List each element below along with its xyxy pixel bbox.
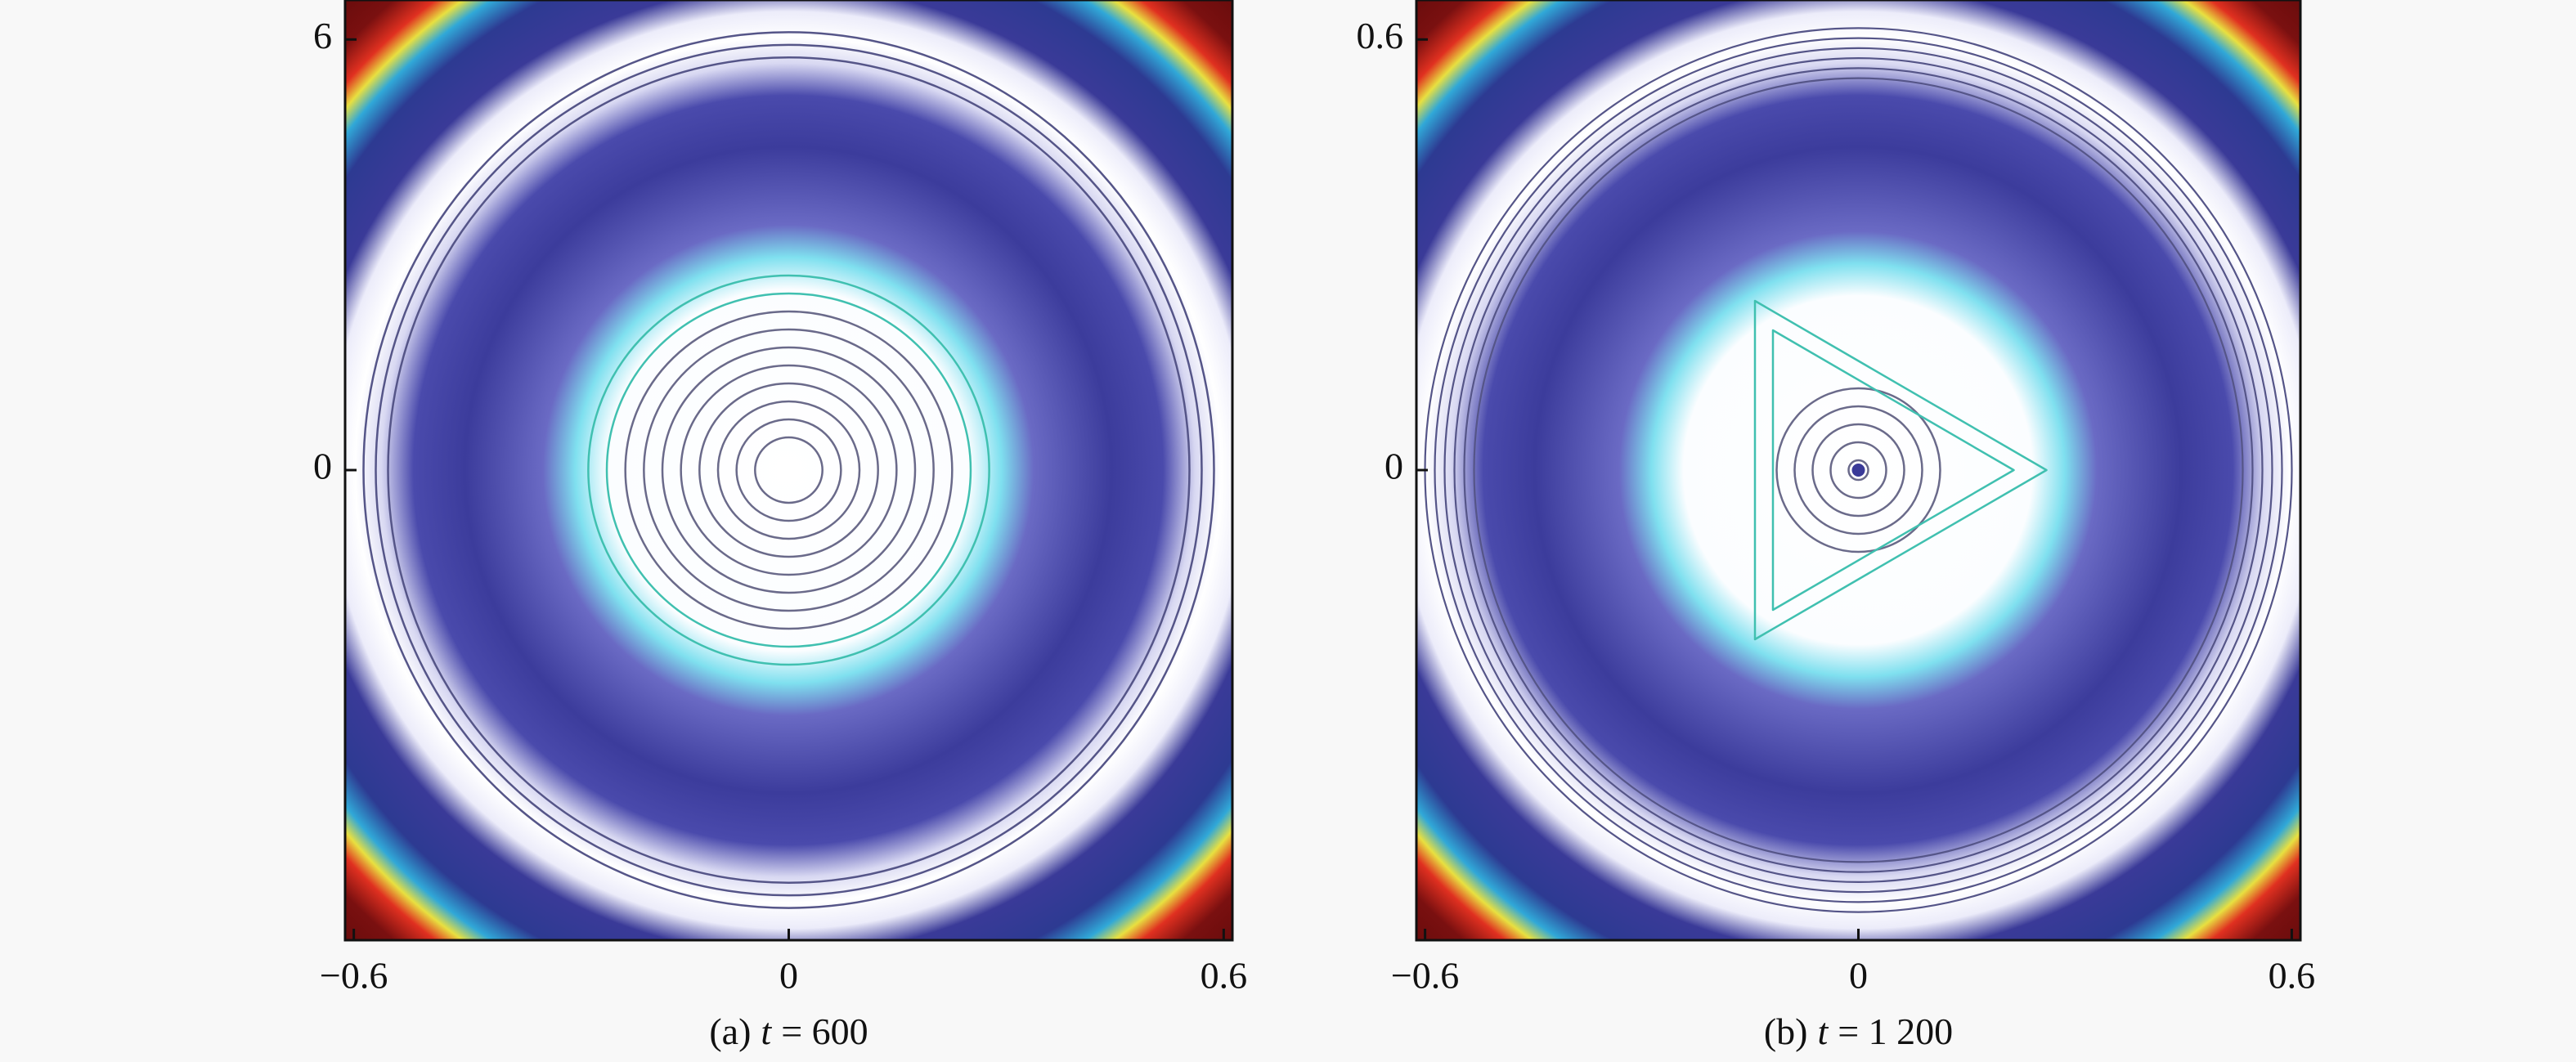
- contour-line: [1753, 299, 2048, 641]
- contour-line: [375, 43, 1203, 897]
- contour-line: [1847, 459, 1869, 482]
- contour-line: [754, 436, 824, 504]
- contour-line: [387, 56, 1191, 884]
- x-tick-label: 0.6: [2269, 955, 2316, 997]
- y-tick-label: 0: [313, 446, 332, 487]
- x-tick-label: 0: [1849, 955, 1868, 997]
- caption-part: = 1 200: [1838, 1010, 1953, 1052]
- caption-part: (b): [1764, 1010, 1808, 1052]
- x-tick-label: −0.6: [1391, 955, 1459, 997]
- x-tick-label: 0.6: [1200, 955, 1248, 997]
- caption-part: (a): [709, 1010, 751, 1052]
- contour-line: [1473, 77, 2244, 863]
- contour-line: [1811, 423, 1905, 518]
- contour-line: [1775, 387, 1941, 553]
- caption-part: t: [761, 1010, 772, 1052]
- contour-line: [661, 346, 917, 594]
- contour-line: [680, 364, 898, 576]
- contour-line: [1829, 441, 1887, 500]
- contour-line: [1771, 329, 2015, 612]
- contour-line: [362, 31, 1215, 909]
- x-tick-label: 0: [779, 955, 798, 997]
- contour-line: [587, 274, 990, 666]
- caption-part: = 600: [781, 1010, 868, 1052]
- y-tick-label: 0: [1384, 446, 1403, 487]
- contour-line: [735, 418, 842, 522]
- contour-line: [624, 310, 954, 630]
- field: [345, 0, 1232, 940]
- contour-line: [1453, 57, 2264, 883]
- y-tick-label: 0.6: [1357, 15, 1404, 56]
- x-tick-label: −0.6: [320, 955, 388, 997]
- contour-line: [1463, 67, 2254, 873]
- contour-line: [1434, 37, 2283, 903]
- caption: (a) t = 600: [709, 1010, 868, 1052]
- y-tick-label: 6: [313, 15, 332, 56]
- contour-line: [698, 382, 879, 558]
- contour-line: [643, 328, 935, 612]
- contour-plot: [1416, 0, 2300, 940]
- caption: (b) t = 1 200: [1764, 1010, 1953, 1052]
- contour-line: [716, 400, 861, 540]
- contour-center: [1851, 464, 1865, 477]
- contour-line: [605, 292, 972, 648]
- contour-line: [1443, 47, 2273, 894]
- caption-part: t: [1817, 1010, 1829, 1052]
- contour-plot: [345, 0, 1232, 940]
- contour-line: [1793, 405, 1923, 535]
